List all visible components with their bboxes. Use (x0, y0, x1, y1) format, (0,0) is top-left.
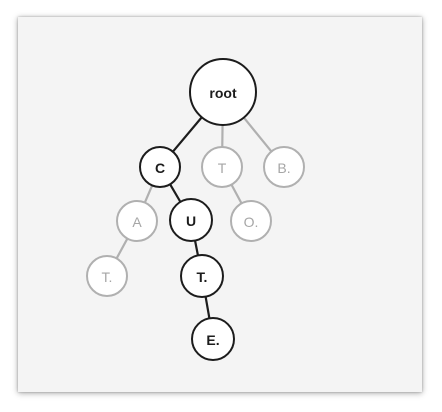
node-circle-a (116, 200, 158, 242)
node-label-root: root (209, 85, 237, 101)
node-label-c: C (155, 160, 165, 176)
nodes: root C T B. A U O. T. T. E. (86, 58, 305, 361)
node-root: root (189, 58, 257, 126)
node-u: U (169, 198, 213, 242)
node-circle-b (263, 146, 305, 188)
node-label-a: A (132, 214, 142, 230)
node-label-t: T (218, 160, 227, 176)
edges (115, 116, 273, 320)
node-circle-e (191, 317, 235, 361)
edge-root-c (171, 116, 203, 153)
node-circle-root (189, 58, 257, 126)
node-t2: T. (86, 255, 128, 297)
node-circle-u (169, 198, 213, 242)
edge-t-o (230, 183, 243, 205)
edge-u-t3 (193, 239, 200, 257)
edge-root-b (242, 116, 273, 153)
node-label-e: E. (206, 332, 219, 348)
node-a: A (116, 200, 158, 242)
node-circle-c (139, 146, 181, 188)
node-circle-t2 (86, 255, 128, 297)
node-label-b: B. (277, 160, 290, 176)
edge-c-u (168, 183, 182, 203)
node-label-u: U (186, 213, 196, 229)
node-o: O. (230, 200, 272, 242)
node-b: B. (263, 146, 305, 188)
node-c: C (139, 146, 181, 188)
edge-t3-e (204, 295, 211, 320)
edge-c-a (143, 184, 154, 204)
node-t: T (201, 146, 243, 188)
node-circle-t (201, 146, 243, 188)
node-label-t2: T. (102, 269, 113, 285)
node-circle-o (230, 200, 272, 242)
node-circle-t3 (180, 254, 224, 298)
node-label-o: O. (244, 214, 259, 230)
node-t3: T. (180, 254, 224, 298)
edge-a-t2 (115, 237, 129, 260)
node-label-t3: T. (197, 269, 208, 285)
node-e: E. (191, 317, 235, 361)
